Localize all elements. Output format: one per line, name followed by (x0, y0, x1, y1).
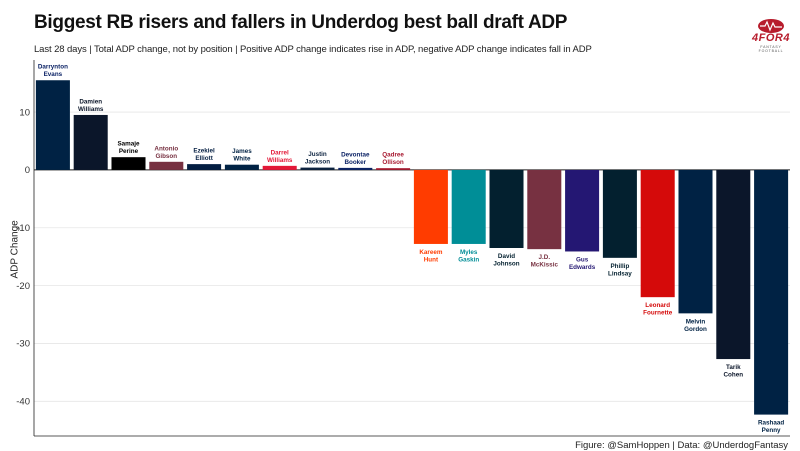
bar-label: James White (232, 148, 252, 163)
bar-label: Darrynton Evans (38, 64, 68, 79)
bar (338, 167, 373, 170)
bar-label: Justin Jackson (305, 151, 330, 166)
bar-label: Devontae Booker (341, 151, 370, 166)
bar (111, 157, 146, 170)
bar-label: Samaje Perine (117, 141, 140, 156)
bar (602, 169, 637, 258)
bar (678, 169, 713, 314)
bar-label: Gus Edwards (569, 256, 596, 271)
bar (262, 165, 297, 170)
logo-wordmark: 4FOR4 (752, 32, 790, 44)
bar (149, 161, 184, 170)
bar (716, 169, 751, 360)
bar (224, 164, 259, 170)
bar-labels: Darrynton Evans Damien Williams Samaje Perine… (38, 64, 785, 434)
y-tick-label: -30 (16, 339, 30, 350)
bar (451, 169, 486, 244)
bar (565, 169, 600, 252)
bar-label: Myles Gaskin (458, 249, 479, 264)
bar-label: Rashaad Penny (758, 420, 784, 435)
brand-logo: 4FOR4 FANTASY FOOTBALL (748, 18, 794, 53)
y-tick-label: 0 (25, 165, 30, 176)
bar (527, 169, 562, 250)
bar (489, 169, 524, 248)
bar (754, 169, 789, 415)
bar-label: Leonard Fournette (643, 302, 673, 317)
bar (413, 169, 448, 244)
gridlines (34, 111, 790, 402)
bar-label: J.D. McKissic (531, 254, 559, 269)
bar-label: Antonio Gibson (154, 145, 178, 160)
bar-label: David Johnson (493, 253, 519, 268)
bar-label: Kareem Hunt (419, 249, 443, 264)
bar-label: Darrel Williams (267, 149, 293, 164)
chart-caption: Figure: @SamHoppen | Data: @UnderdogFant… (575, 440, 788, 451)
y-ticks: 10 0 -10 -20 -30 -40 (16, 107, 30, 407)
bar (640, 169, 675, 298)
bar (35, 80, 70, 170)
bar (73, 114, 108, 170)
football-heartbeat-icon (758, 19, 784, 33)
bar (300, 167, 335, 170)
y-tick-label: -20 (16, 281, 30, 292)
logo-tagline: FANTASY FOOTBALL (758, 45, 784, 53)
axes (33, 60, 790, 437)
y-tick-label: -10 (16, 223, 30, 234)
bar (376, 168, 411, 170)
bar-label: Melvin Gordon (684, 318, 707, 333)
bar (187, 164, 222, 170)
y-tick-label: 10 (19, 107, 30, 118)
bar-label: Ezekiel Elliott (193, 148, 215, 163)
chart-title: Biggest RB risers and fallers in Underdo… (34, 12, 568, 33)
bar-label: Qadree Ollison (382, 152, 404, 167)
bar-label: Damien Williams (78, 98, 104, 113)
bars (35, 80, 789, 415)
bar-label: Phillip Lindsay (608, 263, 632, 278)
chart-subtitle: Last 28 days | Total ADP change, not by … (34, 44, 592, 55)
bar-label: Tarik Cohen (724, 364, 744, 379)
y-tick-label: -40 (16, 396, 30, 407)
